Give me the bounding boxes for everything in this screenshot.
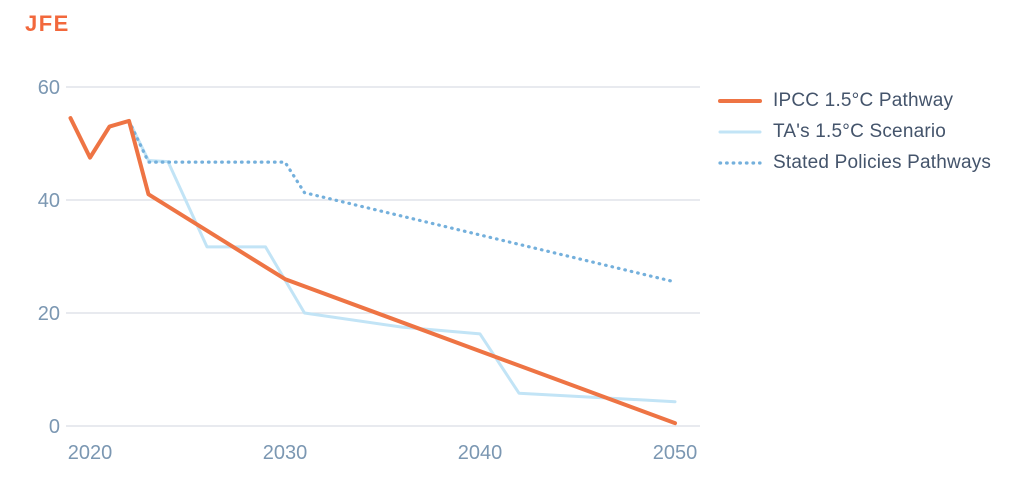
y-tick-label: 20 [38,303,60,325]
legend-line-swatch-solid-lightblue [718,130,762,133]
legend-line-swatch-solid-orange [718,98,762,103]
y-tick-label: 60 [38,77,60,99]
y-tick-label: 0 [49,416,60,438]
jfe-logo: JFE [25,11,70,36]
series-line-stated-policies-pathways [127,119,677,284]
legend-item-stated-policies: Stated Policies Pathways [718,147,991,178]
y-tick-label: 40 [38,190,60,212]
legend-label: Stated Policies Pathways [773,151,992,173]
legend-label: TA's 1.5°C Scenario [773,120,947,142]
series-line-ipcc-1-5-c-pathway [68,116,677,426]
x-tick-label: 2030 [263,442,308,464]
chart-legend: IPCC 1.5°C Pathway TA's 1.5°C Scenario S… [718,85,991,178]
legend-item-ta-scenario: TA's 1.5°C Scenario [718,116,991,147]
x-tick-label: 2040 [458,442,503,464]
legend-line-swatch-dotted-blue [718,160,762,165]
legend-item-ipcc-pathway: IPCC 1.5°C Pathway [718,85,991,116]
legend-label: IPCC 1.5°C Pathway [773,89,954,111]
x-tick-label: 2050 [653,442,698,464]
x-tick-label: 2020 [68,442,113,464]
